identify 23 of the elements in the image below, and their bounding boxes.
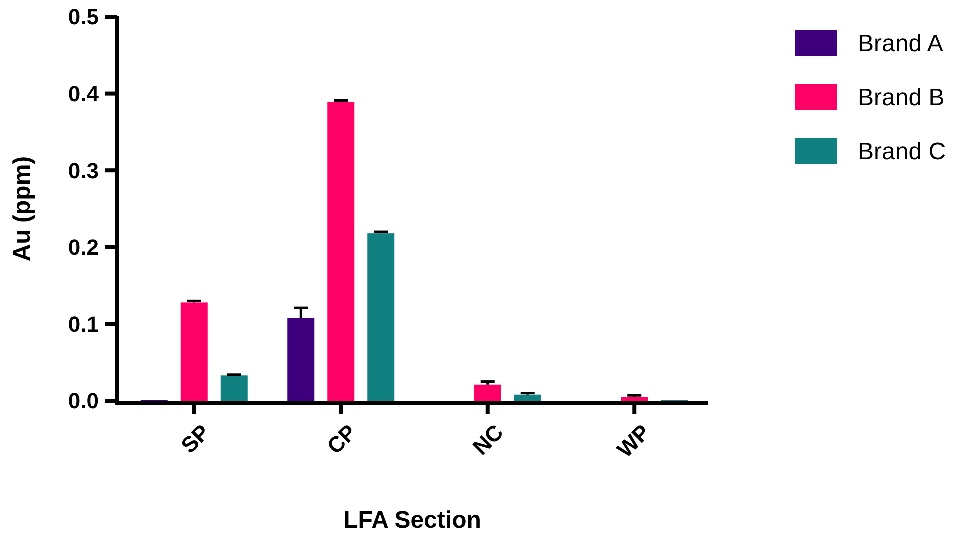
x-tick-label: NC xyxy=(468,420,508,460)
bar xyxy=(220,376,248,401)
y-axis-title: Au (ppm) xyxy=(9,156,36,262)
bar xyxy=(288,318,315,401)
y-tick-label: 0.4 xyxy=(68,82,100,106)
bar xyxy=(474,384,502,401)
bar xyxy=(328,102,355,401)
bar xyxy=(180,302,208,401)
x-tick-label: WP xyxy=(612,420,656,462)
y-tick-label: 0.0 xyxy=(68,388,99,414)
legend-label: Brand A xyxy=(858,30,944,58)
x-axis-title: LFA Section xyxy=(344,507,482,534)
y-tick-label: 0.1 xyxy=(68,312,99,337)
bar xyxy=(368,234,395,401)
bar xyxy=(514,394,542,401)
legend-label: Brand B xyxy=(858,84,945,112)
y-tick-label: 0.2 xyxy=(68,235,99,260)
x-tick-label: SP xyxy=(176,420,215,458)
y-tick-label: 0.5 xyxy=(68,4,99,30)
legend-label: Brand C xyxy=(858,138,946,166)
bar xyxy=(621,397,648,401)
y-tick-label: 0.3 xyxy=(68,158,99,184)
x-tick-label: CP xyxy=(322,420,362,460)
